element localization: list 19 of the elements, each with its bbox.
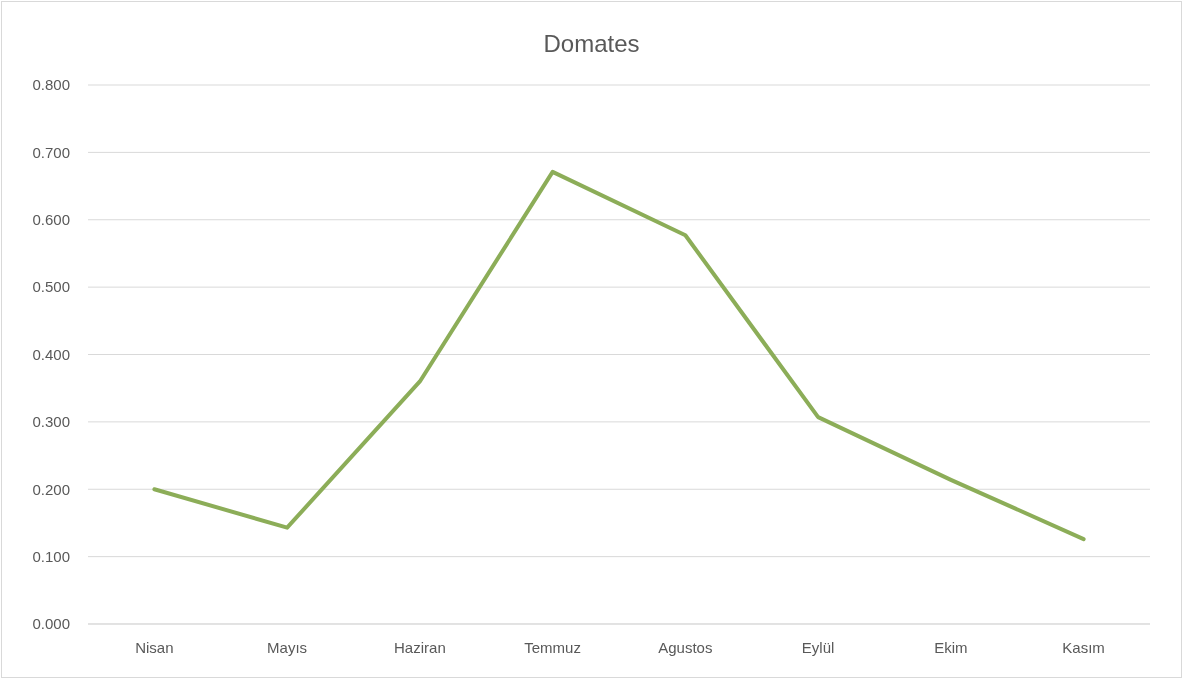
y-tick-label: 0.100 [32,547,70,565]
x-tick-label: Ekim [934,639,968,656]
y-tick-label: 0.600 [32,211,70,228]
y-tick-label: 0.300 [32,413,70,431]
chart-title: Domates [543,30,640,57]
y-tick-label: 0.500 [32,278,70,296]
y-tick-label: 0.700 [32,143,70,161]
x-tick-label: Haziran [394,639,446,656]
x-tick-label: Kasım [1062,639,1105,656]
x-tick-label: Eylül [801,639,835,656]
line-series [152,169,1086,542]
x-tick-label: Agustos [658,639,713,656]
y-tick-label: 0.800 [32,76,70,94]
x-tick-label: Temmuz [524,639,581,656]
y-tick-label: 0.200 [32,480,70,498]
x-tick-label: Nisan [135,639,174,656]
x-tick-label: Mayıs [267,639,308,656]
y-tick-label: 0.400 [32,345,70,363]
y-tick-label: 0.000 [32,615,70,633]
